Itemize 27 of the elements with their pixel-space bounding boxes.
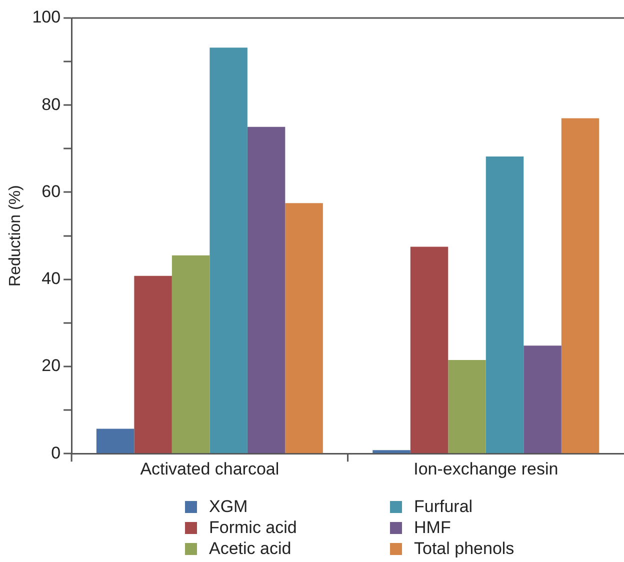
- bar: [524, 346, 562, 454]
- bar: [561, 118, 600, 454]
- y-tick-label: 80: [42, 94, 61, 114]
- bar: [285, 203, 323, 454]
- y-tick-label: 20: [42, 356, 61, 376]
- bar: [448, 360, 486, 454]
- y-tick-label: 60: [42, 182, 61, 201]
- bar: [247, 126, 286, 454]
- y-tick-label: 40: [42, 269, 61, 288]
- bar: [410, 246, 448, 454]
- bar: [172, 255, 210, 454]
- legend-label: XGM: [209, 496, 248, 516]
- y-tick-label: 0: [51, 443, 61, 462]
- x-tick-label: Ion-exchange resin: [414, 459, 558, 478]
- bar: [134, 276, 172, 454]
- bar: [210, 48, 248, 454]
- y-axis-title: Reduction (%): [7, 185, 24, 286]
- y-tick-label: 100: [32, 8, 61, 27]
- x-tick-label: Activated charcoal: [140, 459, 280, 478]
- legend-label: Total phenols: [414, 538, 514, 558]
- legend-label: Formic acid: [209, 518, 297, 538]
- bar: [96, 428, 134, 454]
- legend-label: Acetic acid: [209, 538, 292, 558]
- bar: [372, 450, 410, 454]
- bar: [486, 156, 524, 454]
- legend-label: HMF: [414, 518, 451, 538]
- legend-label: Furfural: [414, 496, 473, 516]
